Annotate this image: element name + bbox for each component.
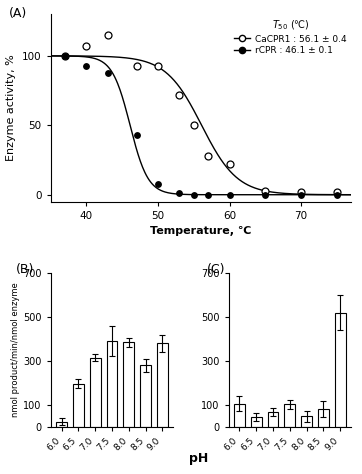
Text: pH: pH [189,452,209,465]
Bar [301,416,312,427]
Bar [140,365,151,427]
Y-axis label: Enzyme activity, %: Enzyme activity, % [7,55,17,161]
Bar [73,384,84,427]
Bar [123,342,134,427]
Legend: CaCPR1 : 56.1 ± 0.4, rCPR : 46.1 ± 0.1: CaCPR1 : 56.1 ± 0.4, rCPR : 46.1 ± 0.1 [234,19,347,55]
Bar [106,341,117,427]
X-axis label: Temperature, ℃: Temperature, ℃ [150,226,252,236]
Y-axis label: nmol product/min/nmol enzyme: nmol product/min/nmol enzyme [11,283,20,417]
Bar [251,418,262,427]
Bar [234,403,245,427]
Bar [285,404,295,427]
Bar [268,412,278,427]
Text: (A): (A) [9,7,27,20]
Bar [335,313,346,427]
Bar [318,409,329,427]
Text: (C): (C) [206,263,225,275]
Bar [56,422,67,427]
Bar [90,357,101,427]
Bar [157,343,168,427]
Text: (B): (B) [16,263,35,275]
